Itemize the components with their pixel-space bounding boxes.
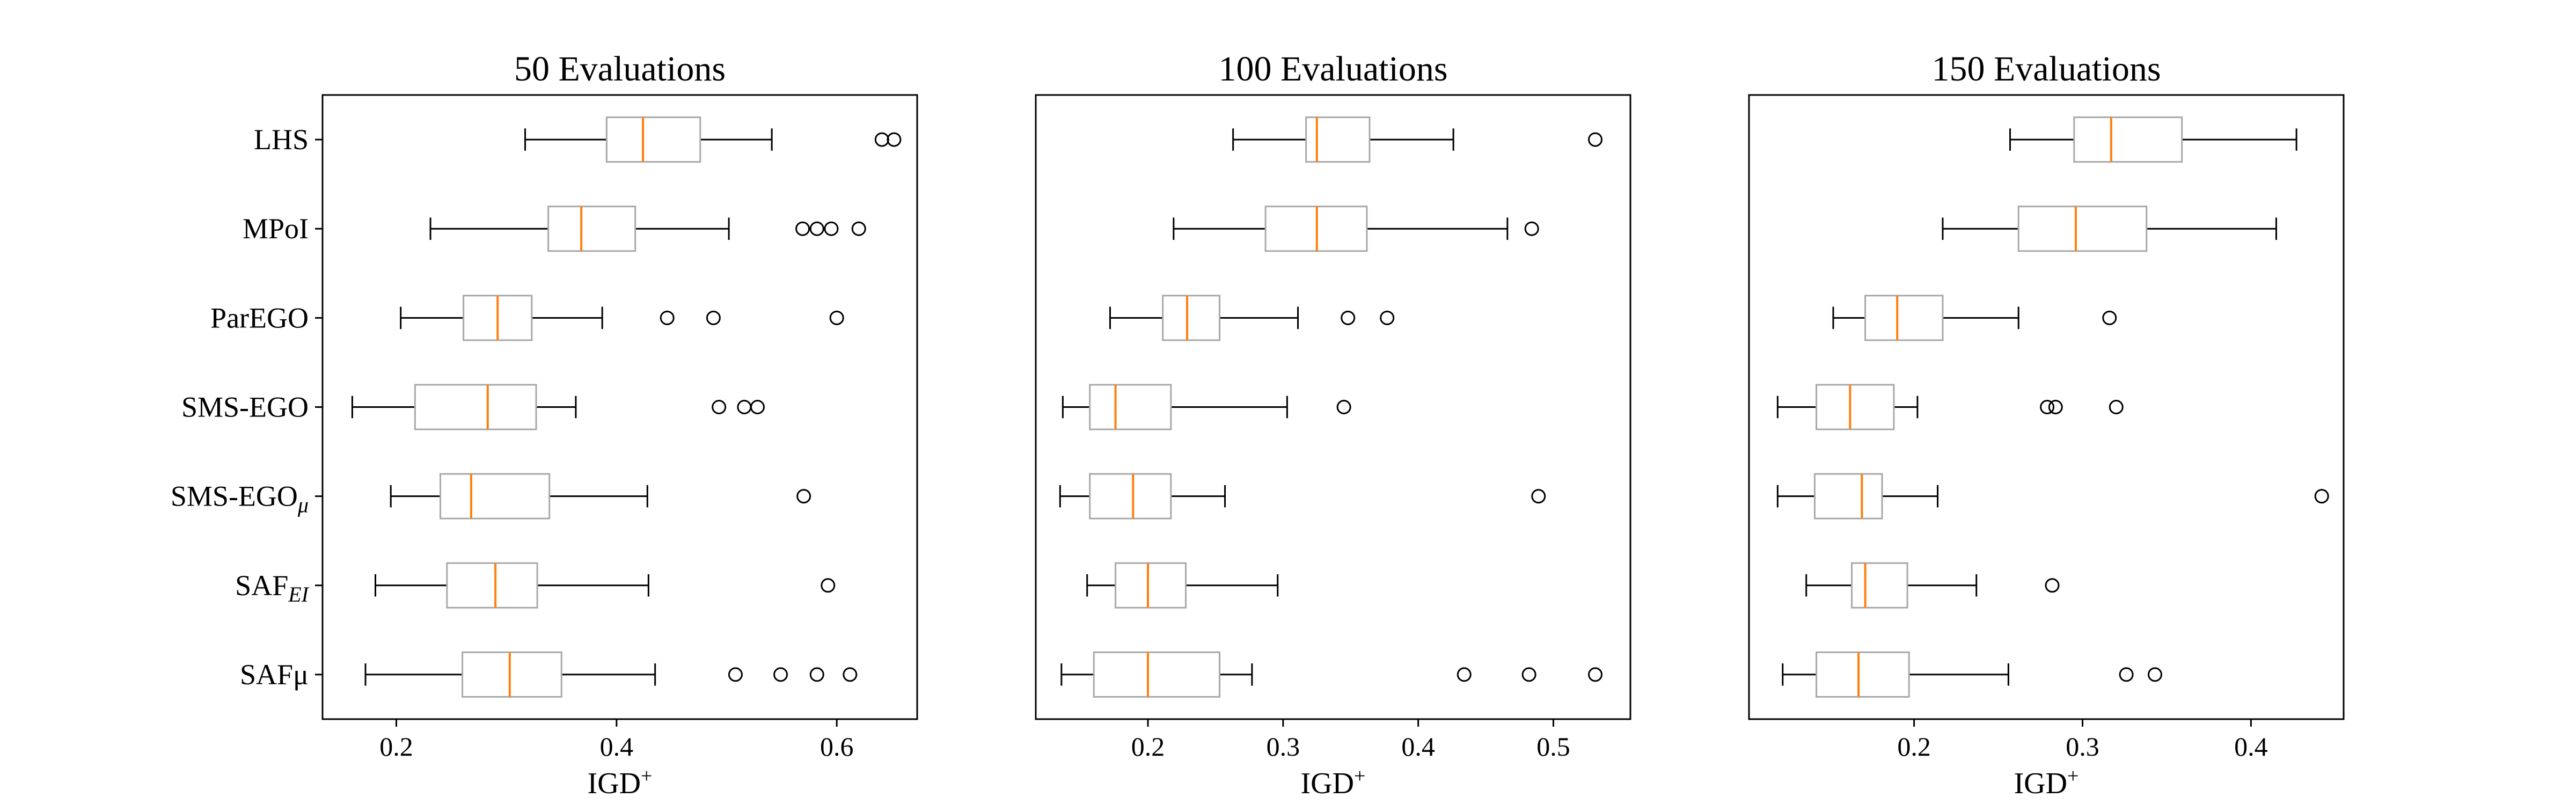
outlier-point [750,400,765,414]
box-iqr [1816,651,1910,698]
box-iqr [2073,116,2183,163]
outlier-point [887,132,902,147]
y-category-labels: LHS MPoI ParEGO SMS-EGO SMS-EGOμ SAFEI SAFμ [171,123,323,691]
outlier-point [2102,310,2117,325]
x-tick-label: 0.5 [1536,731,1570,762]
panel-50-evaluations: 50 Evaluations 0.2 0.4 0.6 IGD+ [321,49,918,800]
outlier-point [1380,310,1395,325]
x-tick-label: 0.6 [820,731,854,762]
box-iqr [547,206,636,252]
panel-title: 150 Evaluations [1931,49,2161,89]
outlier-point [2147,667,2162,682]
outlier-point [795,221,810,236]
box-iqr [1864,295,1944,341]
box-iqr [1115,562,1187,609]
plot-frame [1748,94,2345,720]
box-iqr [414,384,537,430]
box-iqr [1813,473,1883,519]
box-iqr [1093,651,1220,698]
x-tick-label: 0.3 [1267,731,1300,762]
panel-150-evaluations: 150 Evaluations 0.2 0.3 0.4 IGD+ [1748,49,2345,800]
outlier-point [824,221,839,236]
outlier-point [712,400,727,414]
outlier-point [2040,400,2055,414]
outlier-point [2048,400,2063,414]
panel-100-evaluations: 100 Evaluations 0.2 0.3 0.4 0.5 IGD+ [1035,49,1631,800]
outlier-point [851,221,866,236]
plot-frame [1035,94,1631,720]
box-iqr [440,473,551,519]
box-iqr [1816,384,1895,430]
x-axis-label: IGD+ [2014,765,2079,800]
box-iqr [1162,295,1220,341]
outlier-point [809,667,824,682]
flier-group [2040,310,2329,682]
outlier-point [821,578,836,593]
x-tick-label: 0.2 [1897,731,1931,762]
outlier-point [829,310,844,325]
outlier-point [1521,667,1536,682]
outlier-point [660,310,675,325]
outlier-point [1524,221,1539,236]
box-iqr [1305,116,1371,163]
y-category-label: ParEGO [210,302,309,334]
x-tick-label: 0.2 [1131,731,1165,762]
box-iqr [462,651,562,698]
x-axis-label: IGD+ [588,765,653,800]
box-iqr [605,116,701,163]
box-group [1776,116,2297,698]
x-tick-group: 0.2 0.4 0.6 [379,719,853,762]
y-category-label: SAFEI [235,569,309,606]
outlier-point [728,667,743,682]
x-tick-label: 0.4 [600,731,634,762]
flier-group [660,132,902,682]
box-iqr [2017,206,2148,252]
panel-title: 50 Evaluations [514,49,726,89]
outlier-point [796,489,811,504]
outlier-point [1341,310,1356,325]
box-group [351,116,773,698]
outlier-point [2119,667,2134,682]
box-iqr [1850,562,1908,609]
box-iqr [1089,384,1172,430]
x-tick-label: 0.4 [2234,731,2268,762]
x-tick-group: 0.2 0.3 0.4 [1897,719,2268,762]
panel-title: 100 Evaluations [1218,49,1447,89]
x-tick-label: 0.4 [1401,731,1435,762]
y-category-label: SMS-EGOμ [171,480,309,517]
outlier-point [874,132,889,147]
y-category-label: MPoI [243,213,309,245]
outlier-point [1336,400,1351,414]
outlier-point [737,400,752,414]
x-tick-label: 0.2 [379,731,413,762]
box-iqr [1089,473,1172,519]
box-group [1059,116,1509,698]
outlier-point [2045,578,2060,593]
y-category-label: SAFμ [240,658,309,691]
box-iqr [446,562,538,609]
outlier-point [2314,489,2329,504]
outlier-point [773,667,788,682]
x-axis-label: IGD+ [1301,765,1366,800]
x-tick-group: 0.2 0.3 0.4 0.5 [1131,719,1570,762]
outlier-point [1588,667,1603,682]
y-category-label: LHS [254,123,309,156]
outlier-point [1531,489,1546,504]
outlier-point [843,667,858,682]
x-tick-label: 0.3 [2066,731,2099,762]
outlier-point [809,221,824,236]
outlier-point [706,310,721,325]
flier-group [1336,132,1603,682]
y-category-label: SMS-EGO [181,391,309,423]
outlier-point [1588,132,1603,147]
outlier-point [2109,400,2124,414]
outlier-point [1457,667,1472,682]
